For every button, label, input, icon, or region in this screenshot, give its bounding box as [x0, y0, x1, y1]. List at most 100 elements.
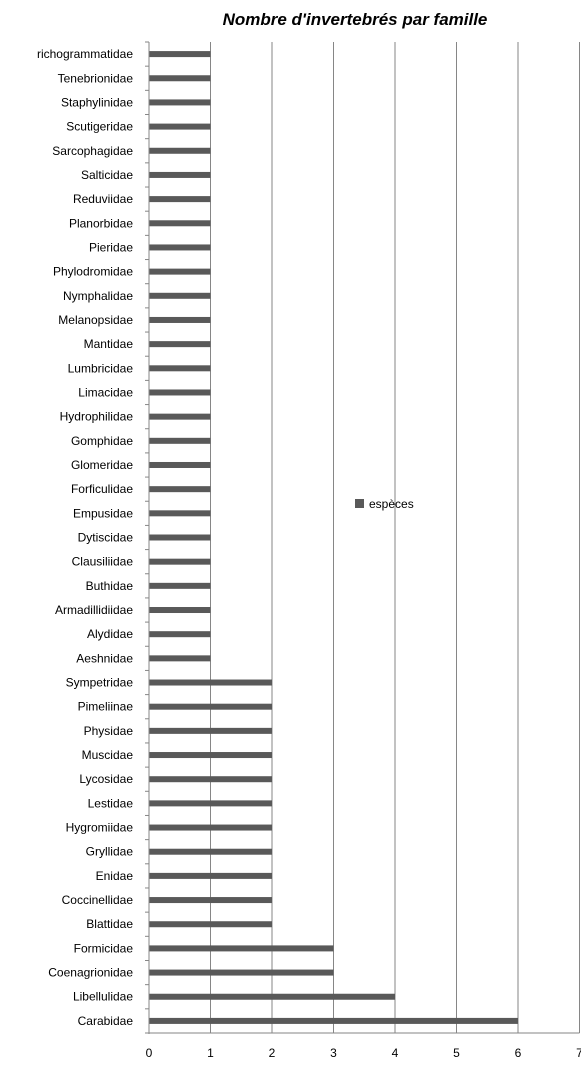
bar: [149, 921, 272, 928]
grid-layer: [210, 42, 580, 1033]
category-label: Phylodromidae: [53, 265, 133, 279]
category-label: Coenagrionidae: [48, 966, 133, 980]
bar: [149, 437, 211, 444]
category-label: Tenebrionidae: [58, 71, 134, 85]
bar: [149, 752, 272, 759]
category-label: Salticidae: [81, 168, 133, 182]
category-label: Hygromiidae: [66, 821, 134, 835]
bar-layer: [149, 51, 518, 1024]
category-label: Dytiscidae: [78, 531, 134, 545]
x-tick-label: 2: [269, 1046, 276, 1060]
category-label: Limacidae: [78, 385, 133, 399]
bar: [149, 486, 211, 493]
bar: [149, 147, 211, 154]
bar: [149, 316, 211, 323]
bar: [149, 413, 211, 420]
bar: [149, 510, 211, 517]
bar: [149, 824, 272, 831]
category-label: Physidae: [84, 724, 134, 738]
bar: [149, 631, 211, 638]
category-label: Clausiliidae: [72, 555, 134, 569]
x-tick-label: 4: [392, 1046, 399, 1060]
category-label: richogrammatidae: [37, 47, 133, 61]
bar: [149, 655, 211, 662]
category-label: Formicidae: [74, 941, 134, 955]
bar: [149, 461, 211, 468]
bar: [149, 679, 272, 686]
category-label: Scutigeridae: [66, 120, 133, 134]
legend: espèces: [355, 497, 414, 511]
category-label: Buthidae: [86, 579, 134, 593]
x-tick-label: 1: [207, 1046, 214, 1060]
x-tick-label: 3: [330, 1046, 337, 1060]
category-label: Enidae: [96, 869, 134, 883]
category-label: Sympetridae: [66, 676, 134, 690]
category-label: Pieridae: [89, 240, 133, 254]
bar: [149, 607, 211, 614]
category-label: Hydrophilidae: [60, 410, 134, 424]
bar: [149, 220, 211, 227]
category-label: Alydidae: [87, 627, 133, 641]
category-label: Muscidae: [82, 748, 134, 762]
chart-title: Nombre d'invertebrés par famille: [223, 10, 488, 29]
category-label: Forficulidae: [71, 482, 133, 496]
bar: [149, 727, 272, 734]
category-label-layer: Carabidae Libellulidae Coenagrionidae Formi…: [37, 47, 133, 1028]
category-label: Staphylinidae: [61, 95, 133, 109]
category-label: Sarcophagidae: [52, 144, 133, 158]
category-label: Planorbidae: [69, 216, 133, 230]
category-label: Gryllidae: [86, 845, 134, 859]
bar: [149, 800, 272, 807]
category-label: Blattidae: [86, 917, 133, 931]
x-tick-label: 0: [146, 1046, 153, 1060]
category-label: Melanopsidae: [58, 313, 133, 327]
category-label: Aeshnidae: [76, 651, 133, 665]
category-label: Pimeliinae: [78, 700, 134, 714]
legend-swatch: [355, 499, 364, 508]
category-label: Lumbricidae: [68, 361, 134, 375]
category-label: Gomphidae: [71, 434, 133, 448]
bar: [149, 703, 272, 710]
bar: [149, 534, 211, 541]
axis-layer: [145, 41, 580, 1034]
category-label: Libellulidae: [73, 990, 133, 1004]
bar: [149, 776, 272, 783]
bar: [149, 897, 272, 904]
bar: [149, 123, 211, 130]
bar: [149, 292, 211, 299]
category-label: Reduviidae: [73, 192, 133, 206]
category-label: Armadillidiidae: [55, 603, 133, 617]
legend-label: espèces: [369, 497, 414, 511]
x-tick-label: 7: [576, 1046, 581, 1060]
bar: [149, 969, 334, 976]
bar: [149, 365, 211, 372]
x-tick-label: 5: [453, 1046, 460, 1060]
bar: [149, 99, 211, 106]
bar: [149, 244, 211, 251]
bar: [149, 848, 272, 855]
bar: [149, 582, 211, 589]
bar: [149, 872, 272, 879]
bar: [149, 341, 211, 348]
bar: [149, 75, 211, 82]
category-label: Empusidae: [73, 506, 133, 520]
bar: [149, 196, 211, 203]
category-label: Coccinellidae: [62, 893, 134, 907]
category-label: Lestidae: [88, 796, 134, 810]
category-label: Nymphalidae: [63, 289, 133, 303]
category-label: Mantidae: [84, 337, 134, 351]
bar: [149, 1017, 518, 1024]
category-label: Glomeridae: [71, 458, 133, 472]
bar: [149, 51, 211, 58]
bar: [149, 171, 211, 178]
tick-label-layer: 0 1 2 3 4 5 6 7: [146, 1046, 581, 1060]
category-label: Carabidae: [78, 1014, 134, 1028]
bar: [149, 993, 395, 1000]
bar: [149, 389, 211, 396]
category-label: Lycosidae: [79, 772, 133, 786]
bar: [149, 268, 211, 275]
x-tick-label: 6: [515, 1046, 522, 1060]
bar: [149, 558, 211, 565]
